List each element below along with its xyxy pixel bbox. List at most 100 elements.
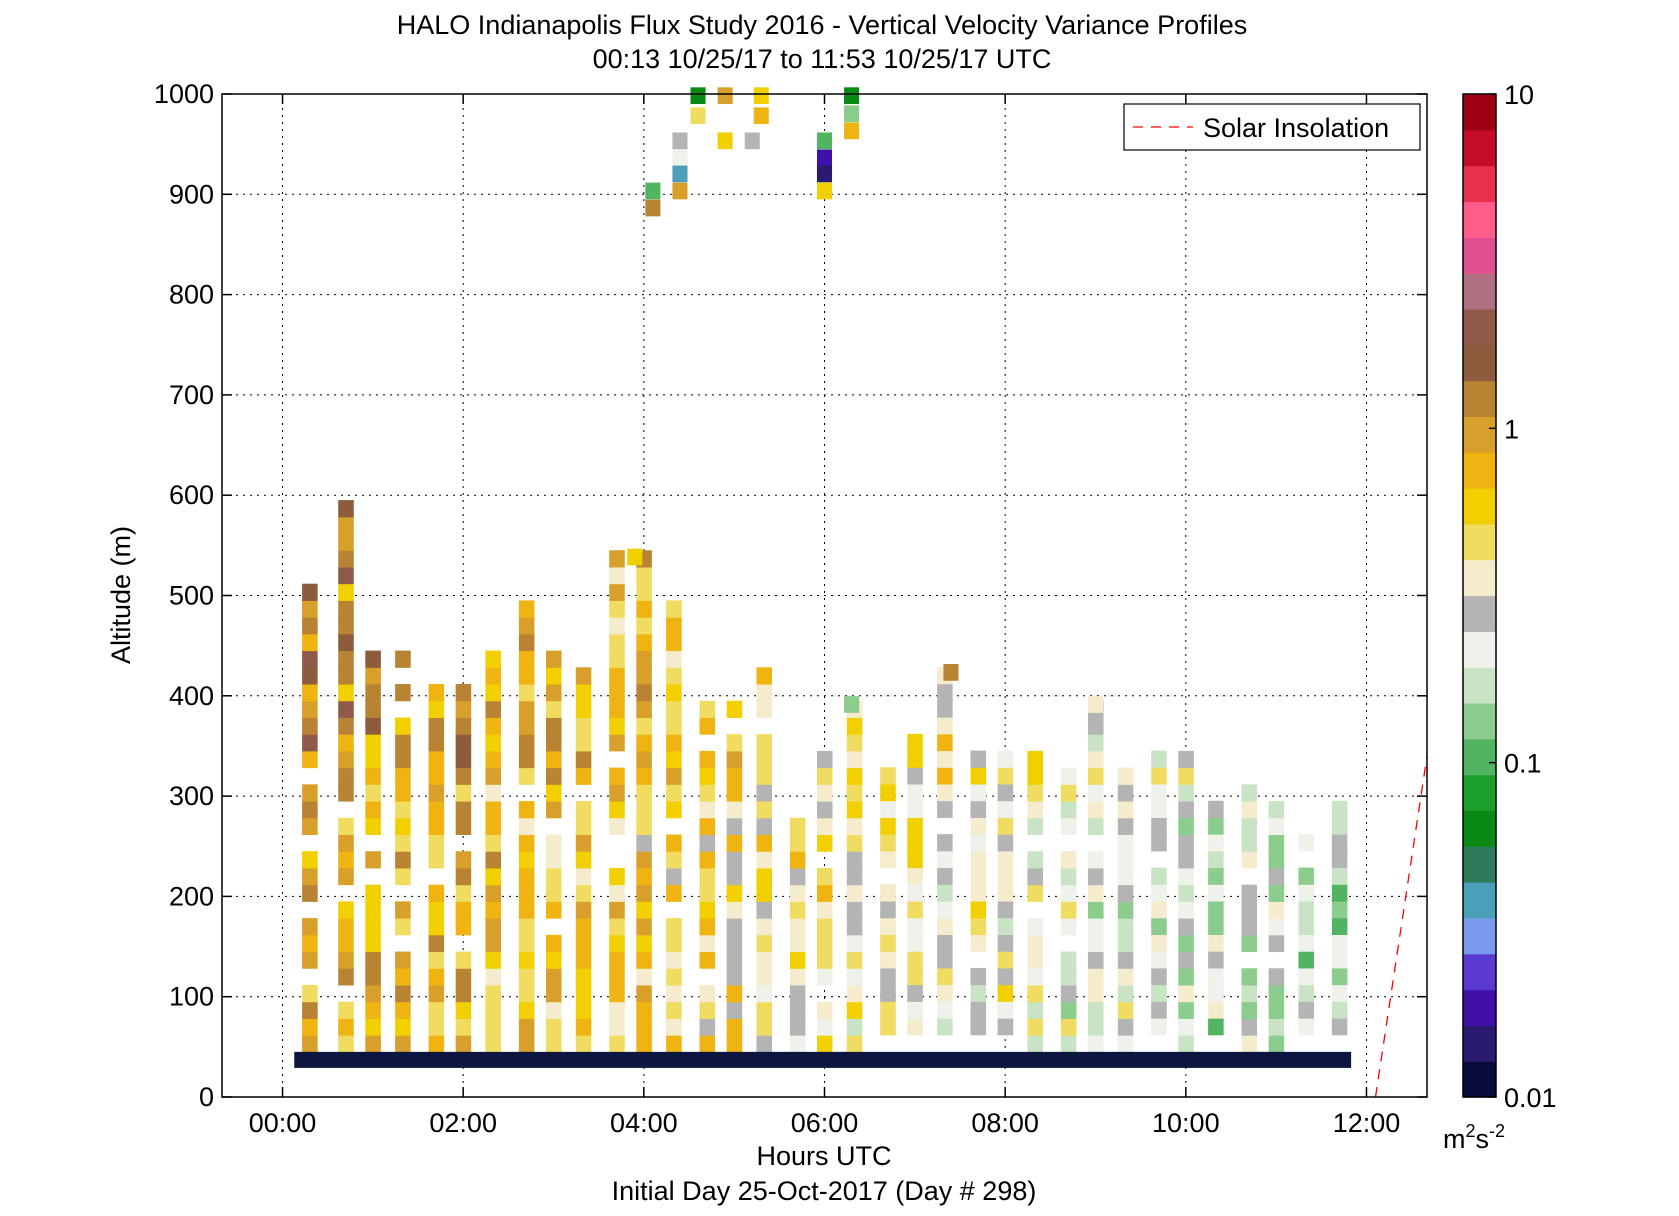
heatmap-cell — [302, 633, 318, 652]
heatmap-cell — [970, 767, 987, 785]
heatmap-cell — [338, 750, 354, 769]
heatmap-cell — [726, 767, 743, 785]
heatmap-cell — [699, 1035, 716, 1053]
heatmap-cell — [880, 984, 896, 1002]
heatmap-cell — [1151, 884, 1167, 902]
heatmap-cell — [1178, 817, 1194, 836]
heatmap-cell — [1178, 767, 1194, 785]
colorbar-stripe — [1463, 595, 1496, 632]
heatmap-cell — [1117, 1035, 1134, 1053]
heatmap-cell — [365, 650, 381, 668]
heatmap-cell — [846, 817, 863, 836]
heatmap-cell — [302, 750, 318, 769]
heatmap-cell — [1151, 967, 1167, 986]
heatmap-cell — [636, 1018, 652, 1036]
heatmap-cell — [666, 667, 682, 685]
heatmap-cell — [395, 684, 411, 702]
heatmap-cell — [970, 750, 987, 768]
heatmap-cell — [970, 967, 987, 986]
heatmap-cell — [1331, 850, 1348, 869]
heatmap-cell — [609, 1018, 625, 1036]
heatmap-cell — [1331, 934, 1348, 952]
heatmap-cell — [338, 1001, 354, 1019]
heatmap-cell — [1178, 851, 1194, 869]
heatmap-cell — [518, 767, 535, 785]
heatmap-cell — [636, 801, 652, 819]
heatmap-cell — [789, 834, 806, 852]
chart-title-line-2: 00:13 10/25/17 to 11:53 10/25/17 UTC — [593, 44, 1052, 74]
heatmap-cell — [1027, 784, 1043, 802]
heatmap-cell — [518, 901, 535, 919]
heatmap-cell — [816, 918, 833, 936]
heatmap-cell — [1060, 1018, 1077, 1036]
chart-title-line-1: HALO Indianapolis Flux Study 2016 - Vert… — [397, 10, 1247, 40]
heatmap-cell — [997, 984, 1014, 1002]
heatmap-cell — [1060, 968, 1077, 986]
colorbar-stripe — [1463, 846, 1496, 883]
heatmap-cell — [302, 867, 318, 886]
heatmap-cell — [365, 851, 381, 869]
colorbar-stripe — [1463, 452, 1496, 489]
heatmap-cell — [1331, 817, 1348, 835]
heatmap-cell — [395, 1035, 411, 1053]
heatmap-cell — [1087, 750, 1104, 769]
heatmap-cell — [846, 717, 863, 735]
heatmap-cell — [609, 801, 625, 819]
heatmap-cell — [1087, 884, 1104, 902]
heatmap-cell — [365, 934, 381, 953]
heatmap-cell — [816, 750, 833, 769]
heatmap-cell — [518, 851, 535, 869]
heatmap-cell — [937, 867, 953, 885]
heatmap-cell — [518, 717, 535, 735]
heatmap-cell — [365, 734, 381, 752]
heatmap-cell — [880, 800, 896, 818]
sparse-cell — [844, 122, 860, 140]
heatmap-cell — [609, 684, 625, 702]
heatmap-cell — [575, 700, 592, 718]
heatmap-cell — [609, 901, 625, 919]
heatmap-cell — [338, 918, 354, 936]
heatmap-cell — [1268, 867, 1285, 886]
heatmap-cell — [636, 867, 652, 886]
heatmap-cell — [545, 901, 562, 919]
sparse-cell — [690, 87, 706, 105]
heatmap-cell — [338, 901, 354, 919]
x-tick-label: 10:00 — [1152, 1108, 1220, 1138]
heatmap-cell — [518, 650, 535, 668]
heatmap-cell — [816, 968, 833, 986]
sparse-cell — [717, 87, 733, 105]
heatmap-cell — [880, 767, 896, 785]
sparse-cell — [816, 165, 833, 183]
heatmap-cell — [455, 1001, 472, 1019]
heatmap-cell — [338, 784, 354, 802]
heatmap-cell — [1060, 784, 1077, 802]
heatmap-cell — [1087, 851, 1104, 869]
heatmap-cell — [338, 1018, 354, 1036]
heatmap-cell — [636, 817, 652, 836]
heatmap-cell — [518, 884, 535, 902]
sparse-cell — [645, 199, 661, 217]
y-tick-label: 100 — [169, 982, 214, 1012]
heatmap-cell — [846, 767, 863, 785]
x-tick-label: 12:00 — [1333, 1108, 1401, 1138]
heatmap-cell — [937, 951, 953, 969]
heatmap-cell — [1208, 967, 1224, 986]
heatmap-cell — [545, 884, 562, 902]
heatmap-cell — [816, 901, 833, 919]
heatmap-cell — [636, 901, 652, 919]
heatmap-cell — [937, 784, 953, 802]
heatmap-cell — [545, 717, 562, 735]
heatmap-cell — [726, 884, 743, 902]
colorbar-tick-label: 1 — [1504, 414, 1519, 444]
heatmap-cell — [880, 967, 896, 986]
sparse-cell — [943, 664, 959, 681]
heatmap-cell — [937, 700, 953, 718]
heatmap-cell — [485, 684, 502, 702]
heatmap-cell — [1151, 984, 1167, 1002]
heatmap-cell — [1208, 934, 1224, 952]
heatmap-cell — [1331, 1001, 1348, 1019]
heatmap-cell — [997, 901, 1014, 919]
heatmap-cell — [1151, 951, 1167, 969]
y-tick-label: 1000 — [154, 79, 214, 109]
